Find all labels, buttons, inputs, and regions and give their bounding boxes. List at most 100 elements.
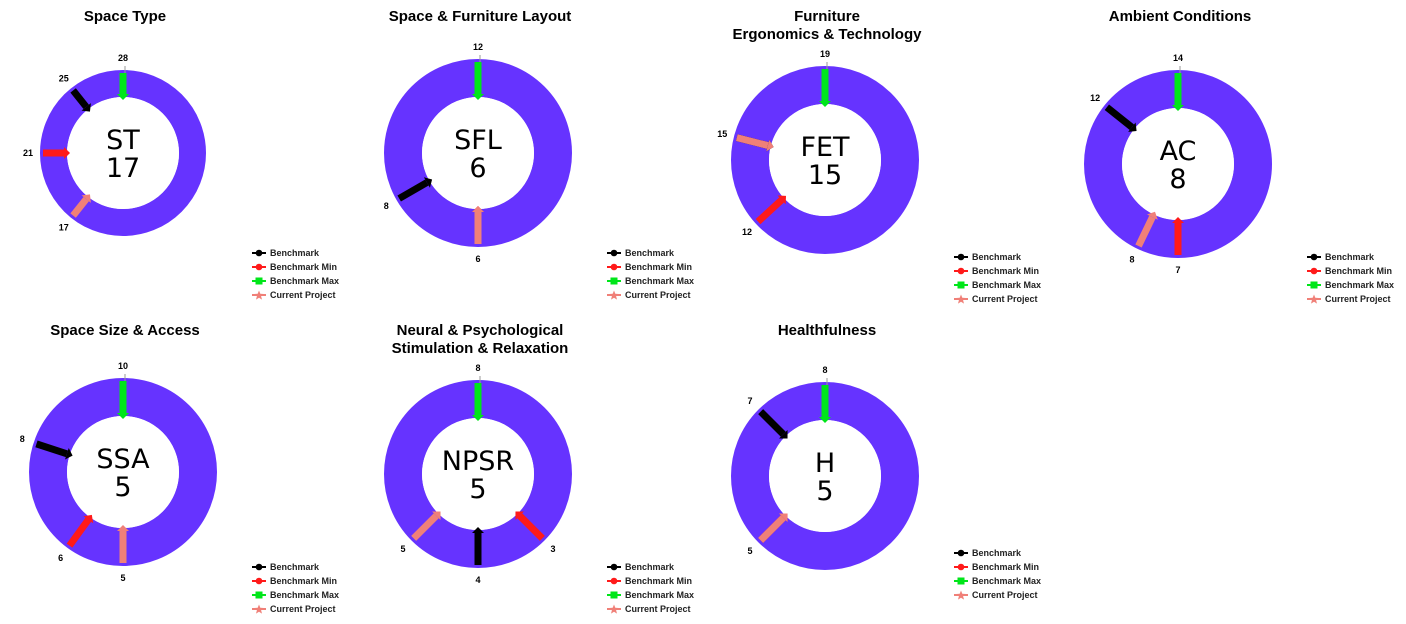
- marker-value-label: 5: [120, 573, 125, 583]
- legend-swatch-icon: [607, 277, 621, 285]
- legend-swatch-icon: [607, 263, 621, 271]
- marker-value-label: 8: [475, 363, 480, 373]
- legend-label: Benchmark: [972, 252, 1022, 262]
- gauge-panel: Healthfulness H 5 7 5 8 Benchmark Benchmark Min…: [722, 314, 1062, 624]
- legend-item: Benchmark Min: [954, 560, 1041, 574]
- legend-label: Benchmark Min: [270, 262, 338, 272]
- marker-value-label: 5: [401, 544, 406, 554]
- center-value: 5: [114, 472, 131, 503]
- legend-item: Benchmark Min: [1307, 264, 1394, 278]
- marker-benchmark-max: [117, 381, 129, 419]
- center-code: NPSR: [442, 446, 514, 477]
- legend-swatch-icon: [252, 290, 266, 300]
- legend-item: Current Project: [607, 288, 694, 302]
- legend-swatch-icon: [1307, 281, 1321, 289]
- legend-label: Benchmark Max: [270, 590, 340, 600]
- legend-label: Current Project: [270, 604, 336, 614]
- legend-item: Benchmark: [252, 560, 339, 574]
- center-value: 8: [1169, 164, 1186, 195]
- marker-benchmark-min: [66, 514, 94, 548]
- legend-swatch-icon: [607, 563, 621, 571]
- legend-item: Current Project: [954, 292, 1041, 306]
- legend-swatch-icon: [1307, 294, 1321, 304]
- marker-value-label: 12: [1090, 93, 1100, 103]
- legend-label: Benchmark: [625, 562, 675, 572]
- marker-benchmark: [35, 440, 73, 460]
- marker-value-label: 15: [717, 129, 727, 139]
- legend: Benchmark Benchmark Min Benchmark Max Curre…: [1307, 250, 1394, 306]
- center-value: 6: [469, 153, 486, 184]
- chart-title: Space Size & Access: [50, 322, 200, 339]
- legend-label: Benchmark Min: [1325, 266, 1393, 276]
- legend-swatch-icon: [252, 249, 266, 257]
- chart-title: Space Type: [83, 8, 167, 25]
- marker-benchmark-min: [1172, 217, 1184, 255]
- marker-benchmark-min: [43, 147, 70, 159]
- legend-swatch-icon: [954, 577, 968, 585]
- legend-label: Benchmark Min: [625, 262, 693, 272]
- center-value: 17: [106, 153, 140, 184]
- legend-swatch-icon: [954, 294, 968, 304]
- marker-value-label: 7: [1175, 265, 1180, 275]
- marker-value-label: 8: [384, 201, 389, 211]
- legend-label: Benchmark: [1325, 252, 1375, 262]
- legend-swatch-icon: [607, 577, 621, 585]
- marker-benchmark-min: [755, 195, 787, 225]
- gauge-panel: Furniture Ergonomics & Technology FET 15 15 1…: [717, 0, 1062, 310]
- legend-swatch-icon: [252, 277, 266, 285]
- marker-value-label: 8: [1130, 255, 1135, 265]
- center-value: 15: [808, 160, 842, 191]
- legend-item: Benchmark Min: [252, 574, 339, 588]
- marker-benchmark-max: [472, 62, 484, 100]
- legend-swatch-icon: [1307, 253, 1321, 261]
- marker-current-project: [758, 513, 788, 543]
- legend-swatch-icon: [252, 263, 266, 271]
- legend-label: Benchmark Min: [972, 266, 1040, 276]
- chart-title: Healthfulness: [777, 322, 877, 339]
- center-code: SFL: [454, 125, 502, 156]
- center-code: AC: [1160, 136, 1197, 167]
- marker-value-label: 12: [473, 42, 483, 52]
- legend-label: Current Project: [972, 294, 1038, 304]
- legend-swatch-icon: [607, 604, 621, 614]
- legend: Benchmark Benchmark Min Benchmark Max Curre…: [954, 250, 1041, 306]
- marker-benchmark-max: [472, 383, 484, 421]
- marker-benchmark: [472, 527, 484, 565]
- legend-label: Benchmark Max: [625, 276, 695, 286]
- legend-item: Benchmark: [607, 560, 694, 574]
- legend: Benchmark Benchmark Min Benchmark Max Curre…: [607, 246, 694, 302]
- legend-swatch-icon: [954, 590, 968, 600]
- marker-value-label: 8: [20, 434, 25, 444]
- legend-swatch-icon: [252, 563, 266, 571]
- center-value: 5: [469, 474, 486, 505]
- marker-current-project: [472, 206, 484, 244]
- legend-item: Benchmark Max: [954, 278, 1041, 292]
- legend-item: Benchmark: [1307, 250, 1394, 264]
- marker-value-label: 10: [118, 361, 128, 371]
- legend-item: Benchmark Min: [607, 574, 694, 588]
- center-value: 5: [816, 476, 833, 507]
- legend: Benchmark Benchmark Min Benchmark Max Curre…: [252, 560, 339, 616]
- marker-benchmark-max: [1172, 73, 1184, 111]
- legend-swatch-icon: [252, 591, 266, 599]
- legend-item: Benchmark Max: [607, 274, 694, 288]
- chart-title: Space & Furniture Layout: [388, 8, 572, 25]
- marker-value-label: 8: [822, 365, 827, 375]
- legend-label: Benchmark: [270, 248, 320, 258]
- legend-swatch-icon: [607, 249, 621, 257]
- legend-swatch-icon: [954, 549, 968, 557]
- marker-value-label: 28: [118, 53, 128, 63]
- legend-label: Benchmark Max: [625, 590, 695, 600]
- gauge-panel: Space Size & Access SSA 5 8 6 10 5 Benchmark Ben…: [20, 314, 360, 624]
- marker-value-label: 17: [59, 222, 69, 232]
- legend-label: Current Project: [972, 590, 1038, 600]
- legend-item: Benchmark Max: [1307, 278, 1394, 292]
- marker-value-label: 4: [475, 575, 480, 585]
- center-code: FET: [800, 132, 850, 163]
- legend-item: Current Project: [607, 602, 694, 616]
- marker-benchmark: [397, 177, 433, 202]
- legend-label: Benchmark Max: [972, 576, 1042, 586]
